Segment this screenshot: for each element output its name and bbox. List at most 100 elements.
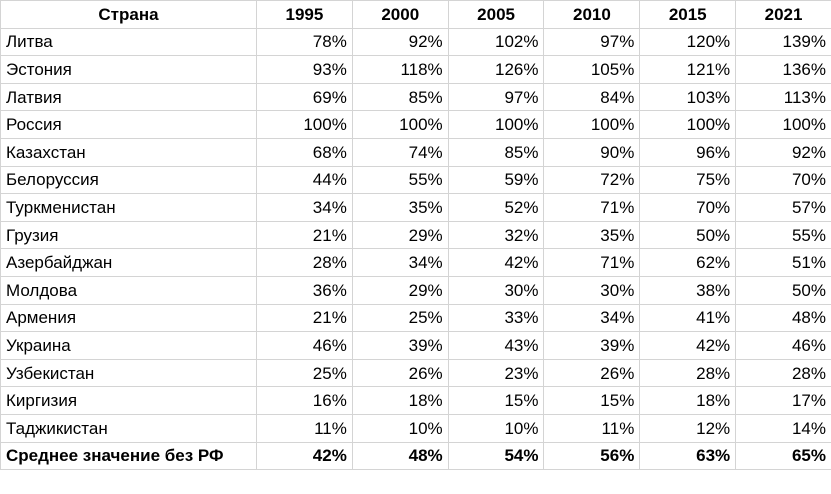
value-cell: 121% (639, 55, 737, 84)
country-name: Литва (0, 27, 257, 57)
table-row: Россия 100% 100% 100% 100% 100% 100% (0, 110, 831, 139)
value-cell: 52% (447, 193, 545, 222)
value-cell: 71% (543, 193, 641, 222)
value-cell: 34% (256, 193, 353, 222)
country-name: Эстония (0, 55, 257, 84)
value-cell: 15% (447, 386, 545, 415)
header-year: 2015 (639, 0, 737, 29)
value-cell: 18% (639, 386, 737, 415)
table-row: Киргизия 16% 18% 15% 15% 18% 17% (0, 386, 831, 415)
table-row: Азербайджан 28% 34% 42% 71% 62% 51% (0, 248, 831, 277)
value-cell: 42% (447, 248, 545, 277)
value-cell: 17% (735, 386, 831, 415)
summary-value-cell: 63% (639, 441, 737, 471)
value-cell: 120% (639, 27, 737, 57)
value-cell: 11% (256, 413, 353, 443)
value-cell: 42% (639, 331, 737, 360)
value-cell: 38% (639, 275, 737, 305)
value-cell: 15% (543, 386, 641, 415)
value-cell: 48% (735, 303, 831, 333)
summary-label: Среднее значение без РФ (0, 441, 257, 471)
value-cell: 103% (639, 82, 737, 112)
summary-value-cell: 48% (351, 441, 449, 471)
value-cell: 34% (543, 303, 641, 333)
value-cell: 46% (735, 331, 831, 360)
value-cell: 28% (256, 248, 353, 277)
country-name: Узбекистан (0, 358, 257, 388)
value-cell: 26% (351, 358, 449, 388)
table-row: Эстония 93% 118% 126% 105% 121% 136% (0, 55, 831, 84)
value-cell: 100% (256, 110, 353, 139)
value-cell: 68% (256, 137, 353, 167)
value-cell: 21% (256, 220, 353, 250)
value-cell: 29% (351, 220, 449, 250)
value-cell: 32% (447, 220, 545, 250)
value-cell: 105% (543, 55, 641, 84)
summary-value-cell: 65% (735, 441, 831, 471)
value-cell: 62% (639, 248, 737, 277)
table-body: Литва 78% 92% 102% 97% 120% 139% Эстония 93% 118%… (0, 27, 831, 471)
header-row: Страна 1995 2000 2005 2010 2015 2021 (0, 0, 831, 29)
table-row: Латвия 69% 85% 97% 84% 103% 113% (0, 82, 831, 112)
value-cell: 55% (735, 220, 831, 250)
table-row: Белоруссия 44% 55% 59% 72% 75% 70% (0, 165, 831, 195)
value-cell: 93% (256, 55, 353, 84)
country-name: Азербайджан (0, 248, 257, 277)
value-cell: 10% (351, 413, 449, 443)
value-cell: 44% (256, 165, 353, 195)
value-cell: 100% (447, 110, 545, 139)
header-country: Страна (0, 0, 257, 29)
value-cell: 72% (543, 165, 641, 195)
value-cell: 50% (735, 275, 831, 305)
value-cell: 100% (543, 110, 641, 139)
country-name: Казахстан (0, 137, 257, 167)
table-row: Украина 46% 39% 43% 39% 42% 46% (0, 331, 831, 360)
value-cell: 97% (543, 27, 641, 57)
value-cell: 92% (351, 27, 449, 57)
value-cell: 30% (543, 275, 641, 305)
table-row: Армения 21% 25% 33% 34% 41% 48% (0, 303, 831, 333)
value-cell: 90% (543, 137, 641, 167)
country-name: Таджикистан (0, 413, 257, 443)
value-cell: 97% (447, 82, 545, 112)
value-cell: 39% (543, 331, 641, 360)
value-cell: 29% (351, 275, 449, 305)
header-year: 2010 (543, 0, 641, 29)
data-table: Страна 1995 2000 2005 2010 2015 2021 Лит… (0, 0, 831, 471)
value-cell: 33% (447, 303, 545, 333)
value-cell: 92% (735, 137, 831, 167)
value-cell: 139% (735, 27, 831, 57)
country-name: Туркменистан (0, 193, 257, 222)
value-cell: 100% (639, 110, 737, 139)
value-cell: 75% (639, 165, 737, 195)
header-year: 2021 (735, 0, 831, 29)
value-cell: 11% (543, 413, 641, 443)
value-cell: 55% (351, 165, 449, 195)
country-name: Киргизия (0, 386, 257, 415)
value-cell: 28% (639, 358, 737, 388)
value-cell: 100% (351, 110, 449, 139)
value-cell: 35% (351, 193, 449, 222)
value-cell: 78% (256, 27, 353, 57)
value-cell: 102% (447, 27, 545, 57)
value-cell: 46% (256, 331, 353, 360)
country-name: Украина (0, 331, 257, 360)
value-cell: 39% (351, 331, 449, 360)
table-row: Таджикистан 11% 10% 10% 11% 12% 14% (0, 413, 831, 443)
value-cell: 126% (447, 55, 545, 84)
summary-value-cell: 42% (256, 441, 353, 471)
country-name: Армения (0, 303, 257, 333)
value-cell: 28% (735, 358, 831, 388)
value-cell: 41% (639, 303, 737, 333)
value-cell: 136% (735, 55, 831, 84)
value-cell: 50% (639, 220, 737, 250)
value-cell: 25% (351, 303, 449, 333)
value-cell: 35% (543, 220, 641, 250)
value-cell: 96% (639, 137, 737, 167)
table-row: Грузия 21% 29% 32% 35% 50% 55% (0, 220, 831, 250)
table-row: Узбекистан 25% 26% 23% 26% 28% 28% (0, 358, 831, 388)
value-cell: 74% (351, 137, 449, 167)
country-name: Россия (0, 110, 257, 139)
value-cell: 43% (447, 331, 545, 360)
value-cell: 85% (351, 82, 449, 112)
